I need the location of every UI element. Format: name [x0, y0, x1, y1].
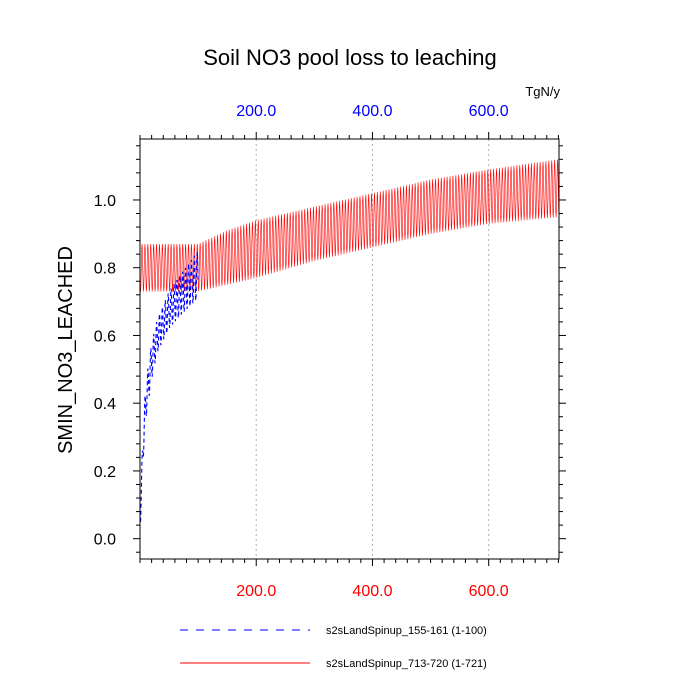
plot-frame — [139, 138, 560, 560]
x-tick-label-bottom: 200.0 — [236, 583, 276, 600]
legend-label-2: s2sLandSpinup_713-720 (1-721) — [326, 658, 487, 670]
legend-label-1: s2sLandSpinup_155-161 (1-100) — [326, 625, 487, 637]
y-axis-label: SMIN_NO3_LEACHED — [55, 246, 77, 454]
series-line-red — [140, 159, 560, 292]
y-tick-label: 0.6 — [94, 328, 116, 345]
y-tick-label: 1.0 — [94, 193, 116, 210]
legend: s2sLandSpinup_155-161 (1-100) s2sLandSpin… — [180, 625, 487, 670]
chart-title: Soil NO3 pool loss to leaching — [203, 45, 497, 70]
x-tick-label-bottom: 400.0 — [352, 583, 392, 600]
tick-labels: 0.0 0.2 0.4 0.6 0.8 1.0 200.0 400.0 600.0 200.0 40… — [94, 103, 509, 600]
x-tick-label-top: 400.0 — [352, 103, 392, 120]
y-tick-label: 0.4 — [94, 396, 116, 413]
top-axis-units: TgN/y — [525, 84, 560, 99]
series-layer — [140, 159, 560, 522]
y-tick-label: 0.0 — [94, 532, 116, 549]
x-tick-label-bottom: 600.0 — [469, 583, 509, 600]
y-tick-label: 0.2 — [94, 464, 116, 481]
x-tick-label-top: 200.0 — [236, 103, 276, 120]
y-tick-label: 0.8 — [94, 261, 116, 278]
series-line-blue — [140, 251, 199, 522]
axis-ticks — [133, 132, 566, 566]
x-tick-label-top: 600.0 — [469, 103, 509, 120]
